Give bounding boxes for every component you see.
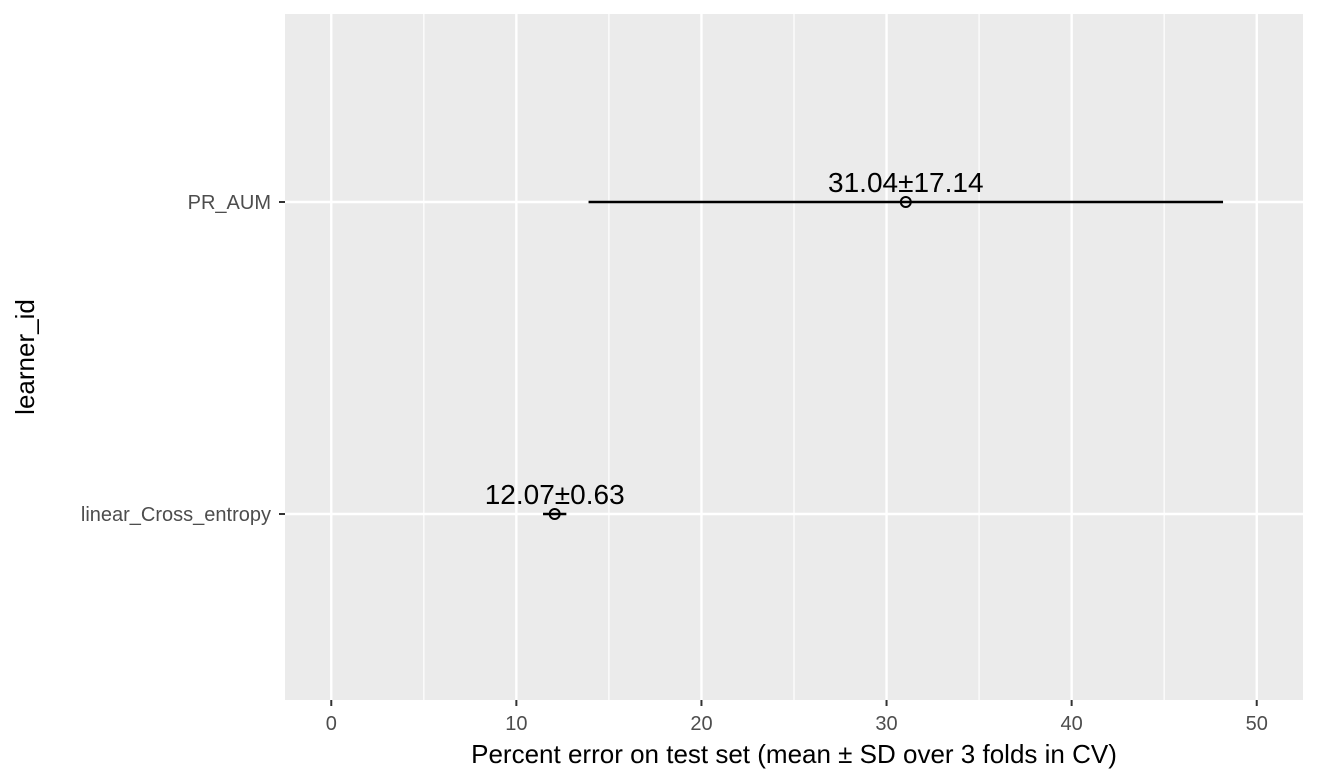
y-axis-title: learner_id (10, 299, 40, 415)
major-gridlines (330, 14, 1258, 700)
y-tick-label: linear_Cross_entropy (81, 504, 271, 526)
data-label: 12.07±0.63 (485, 479, 625, 510)
data-label: 31.04±17.14 (828, 167, 984, 198)
x-tick-label: 50 (1246, 713, 1268, 735)
minor-gridlines (423, 14, 1165, 700)
x-tick-label: 20 (690, 713, 712, 735)
y-tick-label: PR_AUM (188, 192, 271, 214)
data-labels: 31.04±17.14 12.07±0.63 (485, 167, 984, 510)
x-tick-label: 0 (326, 713, 337, 735)
x-tick-label: 30 (875, 713, 897, 735)
errorbars (543, 200, 1224, 516)
x-tick-label: 10 (505, 713, 527, 735)
x-tick-label: 40 (1061, 713, 1083, 735)
points (548, 196, 912, 520)
x-axis-title: Percent error on test set (mean ± SD ove… (471, 739, 1117, 769)
mean-point (899, 196, 912, 208)
y-axis-ticks: PR_AUM linear_Cross_entropy (81, 192, 285, 526)
mean-point (548, 508, 561, 520)
x-axis-ticks: 0 10 20 30 40 50 (326, 700, 1268, 735)
